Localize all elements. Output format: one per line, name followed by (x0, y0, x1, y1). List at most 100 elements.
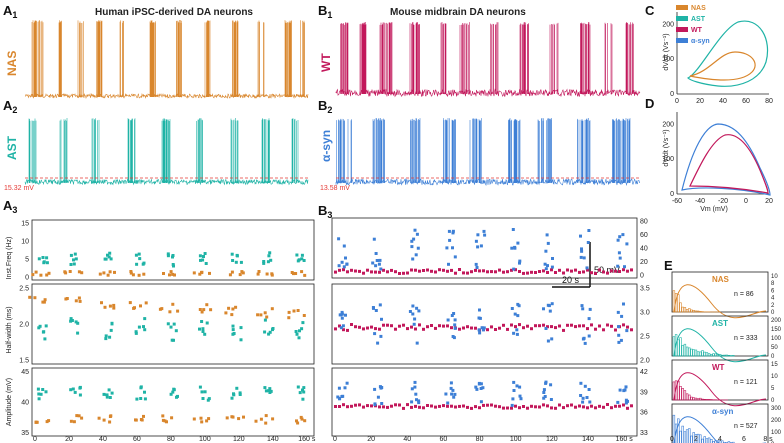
hist-bar-2 (703, 398, 706, 401)
c-xtick: 40 (719, 98, 727, 105)
c-ytick: 0 (670, 91, 674, 98)
point-ast-freq (297, 258, 301, 262)
point-nas-hw (74, 299, 78, 303)
point-asyn-hw (453, 323, 457, 327)
b3-freq-ytick: 20 (640, 259, 648, 266)
point-asyn-freq (625, 242, 629, 246)
point-asyn-freq (453, 255, 457, 259)
point-wt-amp (474, 405, 477, 409)
point-ast-hw (201, 330, 205, 333)
hist-ytick-0: 8 (771, 281, 775, 287)
point-wt-freq (614, 269, 617, 273)
point-wt-freq (518, 270, 521, 273)
hist-bar-1 (725, 354, 728, 357)
point-ast-amp (105, 395, 109, 399)
point-wt-hw (338, 324, 341, 328)
point-wt-amp (458, 404, 461, 408)
point-wt-amp (598, 404, 601, 408)
hist-bar-1 (705, 352, 709, 357)
point-wt-amp (506, 406, 509, 410)
point-ast-amp (39, 392, 43, 396)
point-asyn-freq (447, 229, 451, 233)
point-asyn-hw (546, 339, 550, 343)
hist-label-0: NAS (712, 275, 730, 284)
point-asyn-hw (344, 313, 347, 317)
point-wt-amp (562, 406, 565, 410)
d-xtick: -40 (695, 198, 705, 205)
point-wt-amp (534, 405, 537, 409)
point-wt-amp (570, 403, 573, 407)
point-nas-hw (302, 314, 306, 317)
point-asyn-amp (451, 388, 455, 392)
point-asyn-amp (510, 403, 514, 407)
point-nas-amp (102, 418, 106, 422)
a3-freq-frame (31, 219, 315, 281)
point-nas-hw (28, 295, 32, 299)
trace-label-asyn: α-syn (319, 130, 333, 162)
point-wt-hw (334, 327, 337, 331)
point-asyn-amp (417, 401, 421, 405)
hist-bar-3 (732, 441, 735, 443)
point-ast-amp (78, 393, 82, 397)
point-ast-hw (198, 327, 201, 331)
point-wt-freq (466, 271, 469, 275)
point-ast-amp (71, 387, 75, 391)
point-wt-hw (494, 328, 497, 331)
hist-bar-1 (690, 348, 693, 357)
point-wt-freq (514, 268, 517, 272)
hist-ytick-1: 200 (771, 318, 782, 324)
hist-bar-3 (723, 442, 726, 443)
point-nas-amp (108, 420, 112, 424)
a3-amp-ytick: 35 (21, 430, 29, 437)
point-wt-amp (482, 403, 485, 407)
point-wt-amp (606, 403, 609, 406)
point-nas-hw (176, 309, 180, 313)
point-ast-amp (203, 390, 207, 394)
ylabel-amplitude: Amplitude (mV) (6, 378, 13, 426)
point-nas-hw (287, 310, 291, 314)
point-asyn-hw (581, 337, 585, 341)
point-wt-freq (482, 269, 485, 273)
threshold-label-a2: 15.32 mV (4, 185, 34, 192)
point-wt-amp (510, 406, 513, 410)
hist-bar-0 (672, 290, 676, 313)
point-asyn-amp (585, 396, 589, 399)
hist-bar-0 (677, 294, 680, 313)
point-asyn-hw (580, 304, 584, 308)
point-nas-freq (208, 271, 211, 275)
point-ast-amp (175, 395, 178, 399)
point-wt-freq (386, 270, 389, 274)
point-wt-freq (526, 271, 529, 275)
hist-fit-3 (673, 416, 766, 443)
point-asyn-freq (413, 228, 417, 232)
point-nas-hw (287, 316, 291, 320)
point-wt-amp (390, 404, 393, 408)
point-asyn-freq (512, 267, 516, 271)
point-nas-freq (45, 273, 49, 277)
hist-bar-0 (692, 309, 695, 313)
point-nas-hw (160, 307, 164, 311)
point-asyn-hw (453, 318, 457, 322)
trace-label-ast: AST (5, 135, 19, 160)
title-mouse: Mouse midbrain DA neurons (390, 7, 526, 18)
point-ast-hw (74, 320, 78, 324)
point-nas-hw (296, 309, 300, 312)
point-ast-freq (230, 252, 234, 256)
point-wt-freq (566, 268, 569, 272)
hist-bar-1 (681, 345, 684, 357)
point-wt-hw (462, 326, 465, 330)
point-nas-hw (230, 313, 234, 317)
point-ast-freq (269, 258, 273, 262)
point-ast-hw (267, 332, 271, 336)
point-asyn-freq (345, 262, 349, 266)
point-nas-freq (290, 271, 294, 274)
point-asyn-hw (622, 302, 625, 306)
point-wt-hw (538, 324, 541, 328)
point-ast-amp (37, 397, 41, 401)
point-ast-hw (232, 332, 236, 335)
point-wt-freq (414, 268, 417, 272)
point-nas-freq (256, 272, 260, 276)
phase-curve-asyn (681, 123, 771, 196)
a3-hw-ytick: 2.5 (19, 286, 29, 293)
point-wt-freq (630, 268, 633, 272)
